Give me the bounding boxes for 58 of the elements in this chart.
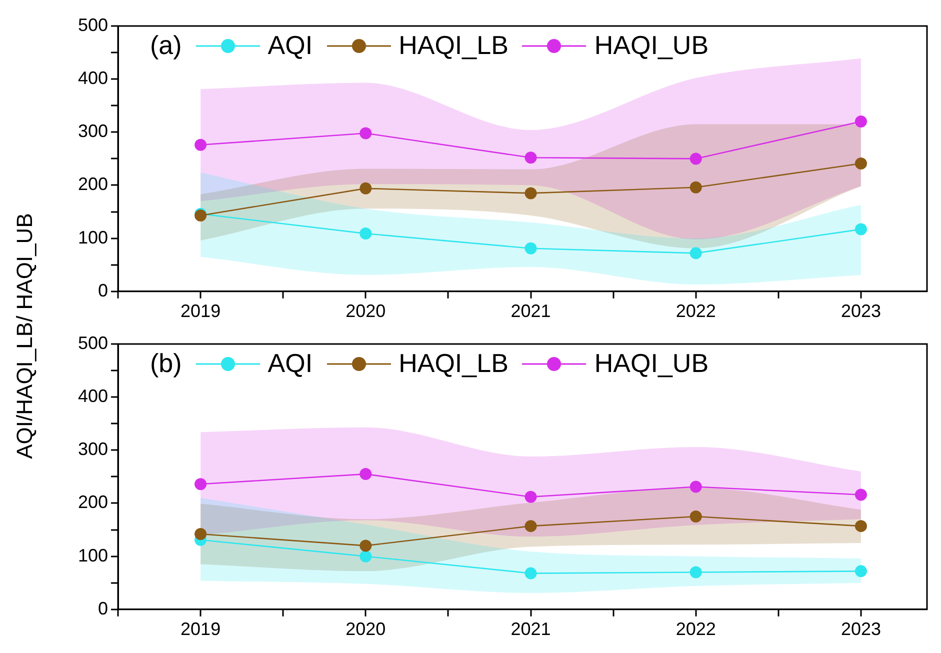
point xyxy=(854,488,867,501)
y-tick-label: 100 xyxy=(78,227,108,248)
point xyxy=(854,223,867,236)
legend-label: AQI xyxy=(268,30,313,61)
point xyxy=(524,152,537,164)
x-tick-label: 2022 xyxy=(676,301,716,322)
point xyxy=(194,138,207,151)
x-tick-label: 2021 xyxy=(510,301,551,322)
y-tick-label: 500 xyxy=(78,14,108,35)
point xyxy=(360,228,372,240)
point xyxy=(524,490,537,503)
y-tick-label: 300 xyxy=(78,121,108,142)
point xyxy=(690,510,702,523)
point xyxy=(854,520,867,532)
y-tick-label: 300 xyxy=(78,439,108,460)
point xyxy=(360,127,372,140)
point xyxy=(194,478,207,490)
point xyxy=(690,181,702,194)
y-tick-label: 400 xyxy=(78,68,108,88)
point xyxy=(360,540,372,552)
point xyxy=(854,157,867,170)
x-tick-label: 2023 xyxy=(840,301,881,322)
y-tick-label: 500 xyxy=(78,332,108,353)
x-tick-label: 2020 xyxy=(346,301,386,322)
legend-label: HAQI_LB xyxy=(398,348,508,379)
point xyxy=(194,528,207,540)
point xyxy=(690,247,702,260)
point xyxy=(360,550,372,562)
annotation: (a) xyxy=(150,30,182,61)
y-tick-label: 200 xyxy=(78,174,108,194)
y-tick-label: 100 xyxy=(78,545,108,566)
point xyxy=(690,480,702,493)
point xyxy=(524,187,537,200)
y-axis-title: AQI/HAQI_LB/ HAQI_UB xyxy=(12,213,38,459)
x-tick-label: 2021 xyxy=(510,619,551,640)
point xyxy=(854,565,867,578)
legend-label: HAQI_UB xyxy=(594,30,709,61)
point xyxy=(524,567,537,580)
point xyxy=(854,116,867,128)
legend-label: HAQI_LB xyxy=(398,30,508,61)
y-tick-label: 0 xyxy=(98,598,108,618)
x-tick-label: 2023 xyxy=(840,619,881,640)
legend-label: HAQI_UB xyxy=(594,348,709,379)
point xyxy=(690,566,702,578)
x-tick-label: 2019 xyxy=(180,619,221,640)
y-tick-label: 400 xyxy=(78,386,108,406)
point xyxy=(360,182,372,194)
y-tick-label: 200 xyxy=(78,492,108,512)
point xyxy=(690,152,702,165)
legend-label: AQI xyxy=(268,348,313,379)
point xyxy=(524,520,537,532)
annotation: (b) xyxy=(150,348,182,379)
x-tick-label: 2022 xyxy=(676,619,716,640)
x-tick-label: 2020 xyxy=(346,619,386,640)
point xyxy=(360,468,372,480)
x-tick-label: 2019 xyxy=(180,301,221,322)
point xyxy=(524,242,537,254)
y-tick-label: 0 xyxy=(98,280,108,300)
